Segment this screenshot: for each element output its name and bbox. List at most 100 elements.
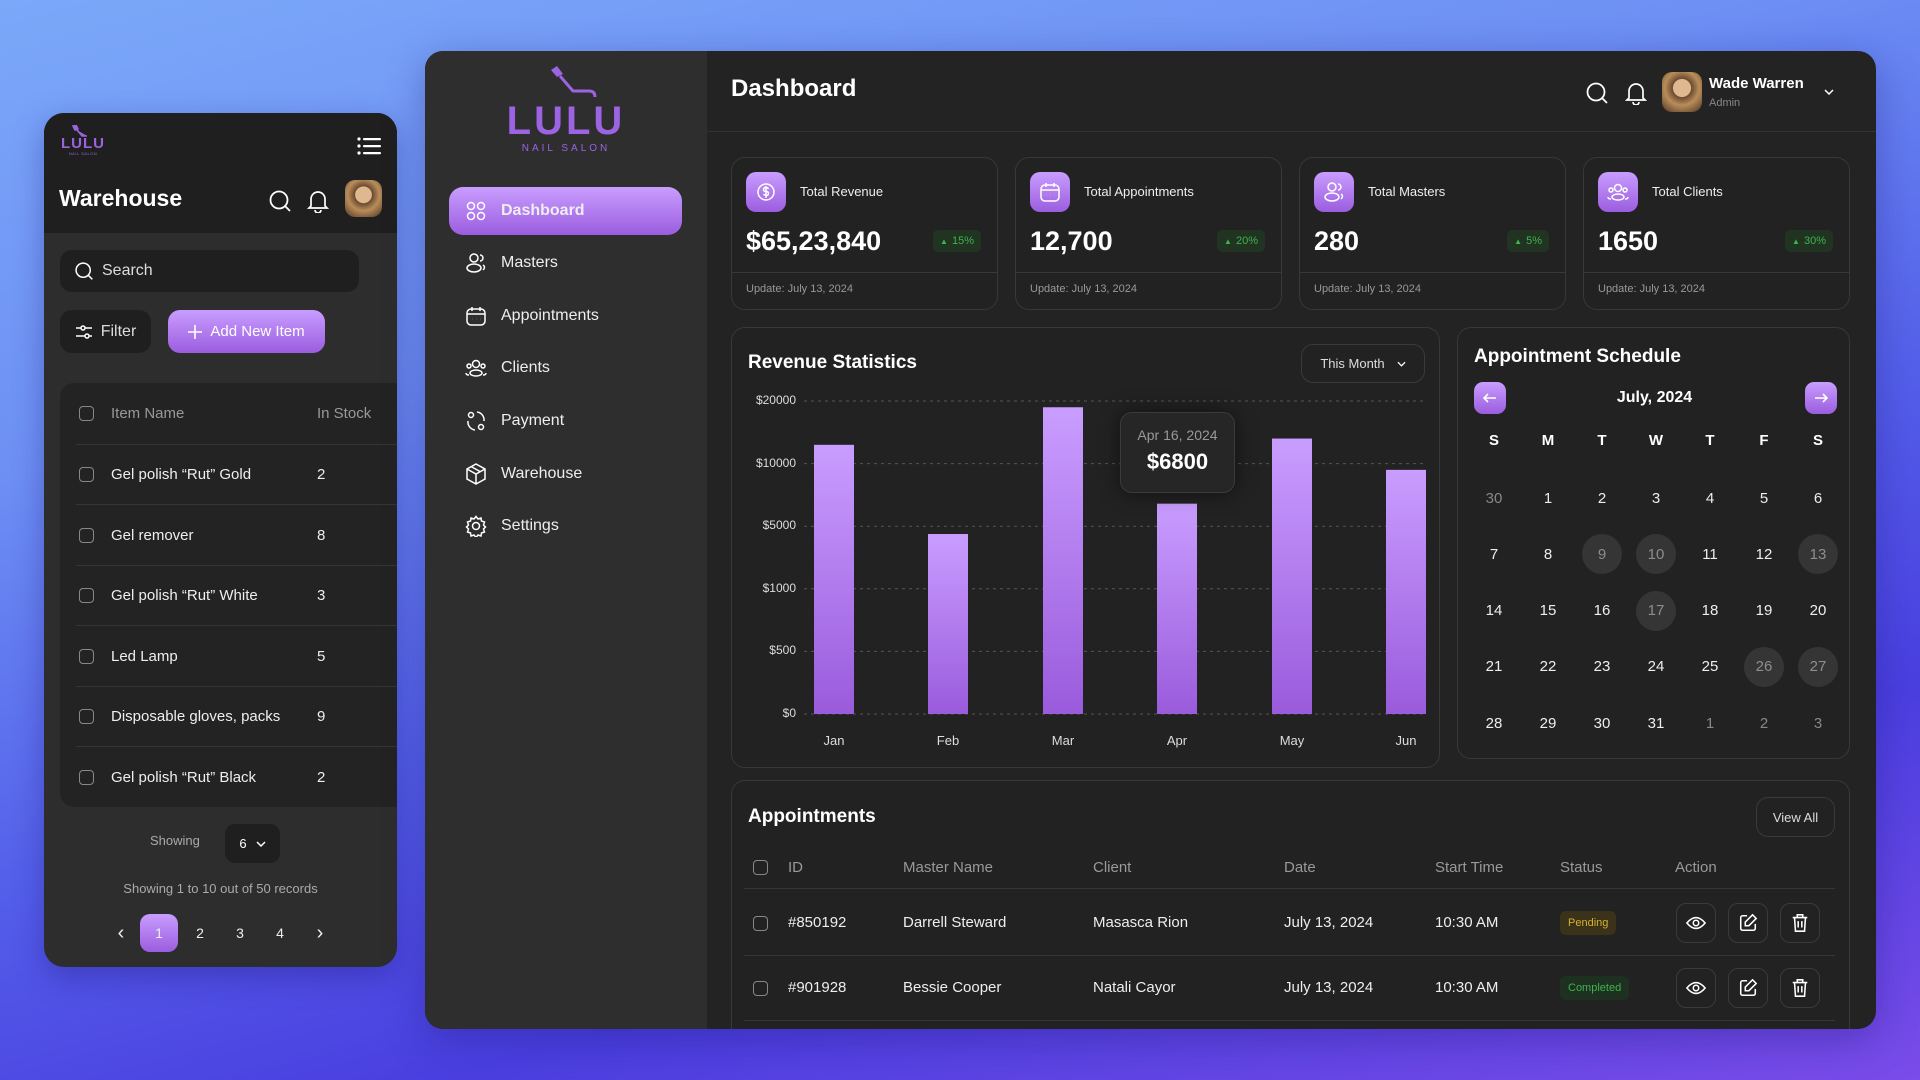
calendar-day[interactable]: 31 [1647,714,1665,732]
delete-button[interactable] [1780,968,1820,1008]
calendar-day[interactable]: 27 [1798,646,1838,687]
calendar-day[interactable]: 28 [1485,714,1503,732]
calendar-day[interactable]: 16 [1593,602,1611,620]
bar-jun[interactable] [1386,469,1426,714]
table-row[interactable]: Gel polish “Rut” Black 2 [76,748,397,808]
calendar-day[interactable]: 15 [1539,602,1557,620]
calendar-day[interactable]: 19 [1755,602,1773,620]
page-3-button[interactable]: 3 [236,925,244,941]
trend-up-icon: ▲ [1792,236,1800,246]
bar-feb[interactable] [928,534,968,714]
calendar-day[interactable]: 5 [1759,489,1769,507]
table-row[interactable]: Gel polish “Rut” White 3 [76,566,397,626]
search-input[interactable]: Search [60,250,359,292]
calendar-day[interactable]: 29 [1539,714,1557,732]
row-checkbox[interactable] [79,709,94,724]
sidebar-item-settings[interactable]: Settings [449,502,682,550]
row-checkbox[interactable] [79,527,94,543]
sidebar-item-label: Warehouse [501,465,583,482]
sidebar-item-masters[interactable]: Masters [449,239,682,287]
search-icon[interactable] [1585,81,1609,105]
calendar-day[interactable]: 10 [1636,534,1676,575]
edit-button[interactable] [1728,903,1768,943]
bar-may[interactable] [1272,438,1312,714]
view-button[interactable] [1676,968,1716,1008]
calendar-day[interactable]: 25 [1701,658,1719,676]
page-1-button[interactable]: 1 [140,914,178,952]
calendar-day[interactable]: 30 [1485,489,1503,507]
table-row[interactable]: Disposable gloves, packs 9 [76,687,397,747]
sidebar-item-dashboard[interactable]: Dashboard [449,187,682,235]
avatar[interactable] [1662,72,1702,112]
filter-button[interactable]: Filter [60,310,151,353]
select-all-checkbox[interactable] [79,406,94,421]
prev-month-button[interactable] [1474,382,1506,414]
calendar-day[interactable]: 23 [1593,658,1611,676]
table-row[interactable]: #901928 Bessie Cooper Natali Cayor July 13,… [732,956,1851,1021]
add-new-item-button[interactable]: Add New Item [168,310,325,353]
calendar-day[interactable]: 1 [1705,714,1715,732]
calendar-day[interactable]: 8 [1543,545,1553,563]
row-checkbox[interactable] [79,588,94,603]
calendar-day[interactable]: 14 [1485,602,1503,620]
search-icon[interactable] [268,189,292,213]
sidebar-item-clients[interactable]: Clients [449,344,682,392]
delete-button[interactable] [1780,903,1820,943]
calendar-day[interactable]: 6 [1813,489,1823,507]
calendar-day[interactable]: 9 [1582,534,1622,575]
select-all-checkbox[interactable] [753,860,768,875]
calendar-day[interactable]: 2 [1597,489,1607,507]
table-row[interactable]: Gel polish “Rut” Gold 2 [76,445,397,505]
menu-icon[interactable] [357,136,381,156]
calendar-day[interactable]: 12 [1755,545,1773,563]
view-all-button[interactable]: View All [1756,797,1835,837]
sidebar-item-label: Appointments [501,307,599,324]
row-checkbox[interactable] [79,770,94,785]
page-size-select[interactable]: 6 [225,824,280,863]
next-page-button[interactable]: › [316,921,324,944]
page-size-value: 6 [239,836,247,851]
calendar-day[interactable]: 21 [1485,658,1503,676]
calendar-day[interactable]: 30 [1593,714,1611,732]
calendar-day[interactable]: 3 [1813,714,1823,732]
sidebar-item-warehouse[interactable]: Warehouse [449,450,682,498]
row-checkbox[interactable] [753,916,768,931]
calendar-day[interactable]: 1 [1543,489,1553,507]
page-4-button[interactable]: 4 [276,925,284,941]
calendar-day[interactable]: 20 [1809,602,1827,620]
table-row[interactable]: Led Lamp 5 [76,627,397,687]
calendar-day[interactable]: 22 [1539,658,1557,676]
calendar-day[interactable]: 7 [1489,545,1499,563]
page-title: Warehouse [59,185,183,211]
bell-icon[interactable] [307,189,329,213]
calendar-day[interactable]: 26 [1744,646,1784,687]
period-dropdown[interactable]: This Month [1301,344,1425,383]
edit-button[interactable] [1728,968,1768,1008]
row-checkbox[interactable] [79,467,94,482]
next-month-button[interactable] [1805,382,1837,414]
view-button[interactable] [1676,903,1716,943]
avatar[interactable] [345,180,382,217]
row-checkbox[interactable] [753,981,768,996]
sidebar-item-appointments[interactable]: Appointments [449,292,682,340]
sidebar-item-payment[interactable]: Payment [449,397,682,445]
row-checkbox[interactable] [79,648,94,664]
chevron-down-icon[interactable] [1824,89,1834,95]
bar-apr[interactable] [1157,503,1197,714]
table-row[interactable]: Gel remover 8 [76,506,397,566]
user-name[interactable]: Wade Warren [1709,75,1804,92]
calendar-day[interactable]: 4 [1705,489,1715,507]
bar-mar[interactable] [1043,407,1083,714]
table-row[interactable]: #850192 Darrell Steward Masasca Rion July 1… [732,891,1851,956]
calendar-day[interactable]: 24 [1647,658,1665,676]
page-2-button[interactable]: 2 [196,925,204,941]
calendar-day[interactable]: 11 [1702,545,1718,563]
calendar-day[interactable]: 13 [1798,534,1838,575]
bar-jan[interactable] [814,444,854,714]
calendar-day[interactable]: 2 [1759,714,1769,732]
calendar-day[interactable]: 17 [1636,590,1676,631]
calendar-day[interactable]: 3 [1651,489,1661,507]
calendar-day[interactable]: 18 [1701,602,1719,620]
bell-icon[interactable] [1625,81,1647,105]
prev-page-button[interactable]: ‹ [117,921,125,944]
